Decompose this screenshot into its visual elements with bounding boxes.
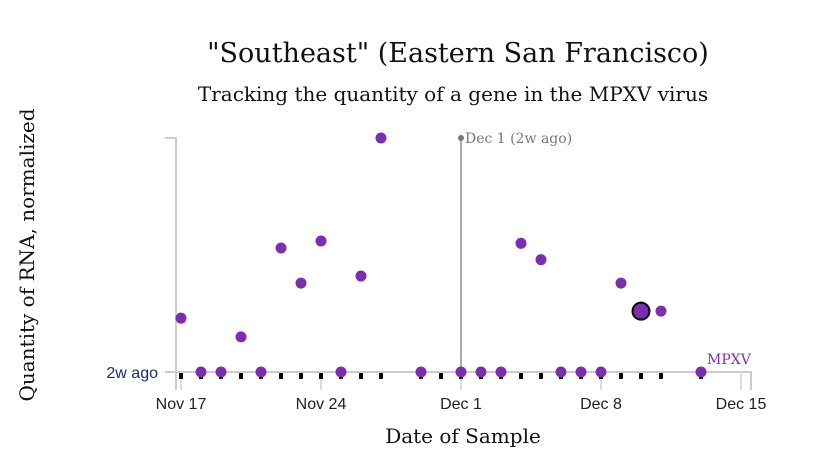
sample-date-tick: [619, 373, 623, 379]
y-axis-line: [165, 137, 177, 390]
data-point: [575, 366, 587, 378]
data-point: [375, 132, 387, 144]
y-axis-title: Quantity of RNA, normalized: [15, 108, 39, 401]
x-axis-title: Date of Sample: [385, 424, 541, 448]
x-tick-label: Nov 24: [296, 396, 347, 413]
chart-title: "Southeast" (Eastern San Francisco): [207, 38, 709, 69]
sample-date-tick: [439, 373, 443, 379]
sample-date-tick: [179, 373, 183, 379]
reference-dot: [458, 135, 464, 141]
chart-subtitle: Tracking the quantity of a gene in the M…: [197, 82, 709, 106]
data-point: [355, 270, 367, 282]
x-tick-label: Dec 15: [716, 396, 767, 413]
data-point: [195, 366, 207, 378]
data-point: [255, 366, 267, 378]
data-point: [295, 277, 307, 289]
data-point: [455, 366, 467, 378]
sample-date-tick: [539, 373, 543, 379]
sample-date-tick: [659, 373, 663, 379]
data-point: [695, 366, 707, 378]
data-point: [215, 366, 227, 378]
x-tick-label: Dec 8: [580, 396, 622, 413]
sample-date-tick: [319, 373, 323, 379]
data-point: [475, 366, 487, 378]
x-tick-label: Nov 17: [156, 396, 207, 413]
sample-date-tick: [299, 373, 303, 379]
data-point: [495, 366, 507, 378]
sample-date-tick: [359, 373, 363, 379]
y-tick-label: 2w ago: [106, 365, 158, 382]
data-point: [235, 331, 247, 343]
data-point: [415, 366, 427, 378]
sample-date-tick: [279, 373, 283, 379]
data-point: [655, 305, 667, 317]
data-point: [515, 237, 527, 249]
data-point: [275, 242, 287, 254]
data-point: [335, 366, 347, 378]
sample-date-tick: [379, 373, 383, 379]
data-point: [315, 235, 327, 247]
highlighted-data-point: [631, 301, 651, 321]
series-label: MPXV: [707, 352, 752, 368]
data-point: [555, 366, 567, 378]
x-tick-label: Dec 1: [440, 396, 482, 413]
sample-date-tick: [519, 373, 523, 379]
sample-date-tick: [639, 373, 643, 379]
data-point: [615, 277, 627, 289]
data-point: [175, 312, 187, 324]
sample-date-tick: [239, 373, 243, 379]
reference-label: Dec 1 (2w ago): [465, 131, 572, 147]
data-point: [595, 366, 607, 378]
x-axis-line: [165, 371, 752, 390]
data-point: [535, 254, 547, 266]
